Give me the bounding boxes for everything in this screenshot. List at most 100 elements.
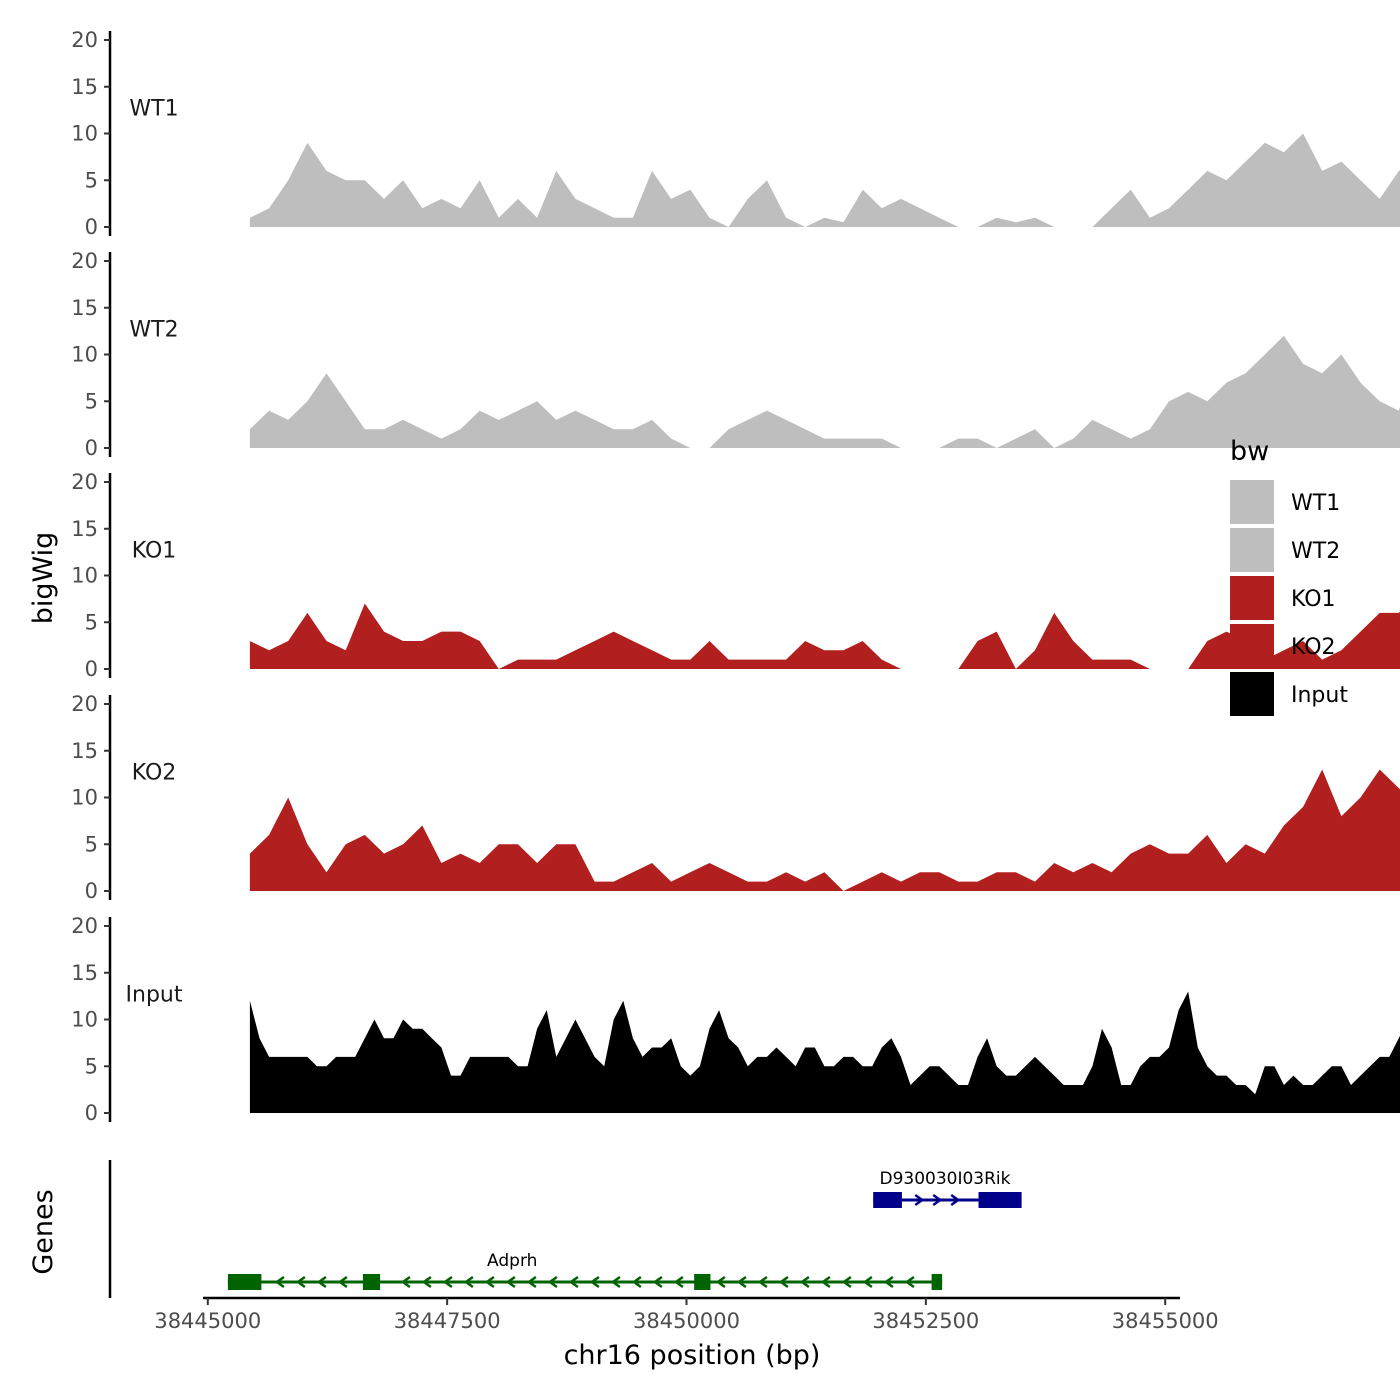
genes-axis-title: Genes: [28, 1189, 59, 1274]
gene-exon: [931, 1274, 943, 1290]
x-tick-label: 38455000: [1112, 1309, 1219, 1333]
track-label: Input: [126, 983, 183, 1008]
strand-arrow-icon: [841, 1275, 852, 1289]
y-tick-label: 10: [71, 122, 98, 146]
strand-arrow-icon: [631, 1275, 642, 1289]
area-wt1: [249, 133, 1400, 227]
y-tick-label: 20: [71, 249, 98, 273]
y-tick-label: 0: [85, 657, 98, 681]
strand-arrow-icon: [421, 1275, 432, 1289]
y-tick-label: 10: [71, 343, 98, 367]
x-tick-label: 38450000: [633, 1309, 740, 1333]
genes-panel: Adprh D930030I03Rik: [108, 1160, 1022, 1298]
strand-arrow-icon: [274, 1275, 285, 1289]
strand-arrow-icon: [652, 1275, 663, 1289]
y-tick-label: 5: [85, 389, 98, 413]
x-axis: 38445000 38447500 38450000 38452500 38455000: [154, 1296, 1219, 1333]
track-panels: 0 5 10 15 20 WT1 0 5 10 15 20 WT2 0 5 10 15 20 KO1 0 5 10 15 2…: [71, 28, 1400, 1125]
strand-arrow-icon: [526, 1275, 537, 1289]
y-tick-label: 0: [85, 436, 98, 460]
track-ko2: 0 5 10 15 20 KO2: [71, 692, 1400, 903]
y-tick-label: 20: [71, 914, 98, 938]
gene-exon: [362, 1274, 381, 1290]
area-ko2: [249, 769, 1400, 891]
strand-arrow-icon: [442, 1275, 453, 1289]
strand-arrow-icon: [484, 1275, 495, 1289]
strand-arrow-icon: [715, 1275, 726, 1289]
track-label: KO2: [132, 761, 177, 786]
y-tick-label: 0: [85, 215, 98, 239]
legend: bw WT1 WT2 KO1 KO2 Input: [1230, 436, 1348, 716]
strand-arrow-icon: [316, 1275, 327, 1289]
legend-swatch: [1230, 528, 1274, 572]
legend-label: KO2: [1291, 635, 1336, 660]
strand-arrow-icon: [505, 1275, 516, 1289]
x-tick-label: 38445000: [154, 1309, 261, 1333]
legend-label: WT2: [1291, 539, 1340, 564]
strand-arrow-icon: [932, 1193, 943, 1207]
x-tick-label: 38447500: [394, 1309, 501, 1333]
gene-label: Adprh: [487, 1251, 537, 1271]
strand-arrow-icon: [914, 1193, 925, 1207]
track-wt1: 0 5 10 15 20 WT1: [71, 28, 1400, 239]
y-tick-label: 5: [85, 168, 98, 192]
strand-arrow-icon: [862, 1275, 873, 1289]
gene-exon: [694, 1274, 711, 1290]
strand-arrow-icon: [463, 1275, 474, 1289]
y-tick-label: 10: [71, 1008, 98, 1032]
y-tick-label: 15: [71, 75, 98, 99]
strand-arrow-icon: [736, 1275, 747, 1289]
y-tick-label: 5: [85, 610, 98, 634]
y-tick-label: 15: [71, 296, 98, 320]
track-label: WT2: [129, 318, 178, 343]
track-input: 0 5 10 15 20 Input: [71, 914, 1400, 1125]
gene-adprh: Adprh: [227, 1251, 943, 1290]
strand-arrow-icon: [400, 1275, 411, 1289]
legend-label: WT1: [1291, 491, 1340, 516]
legend-label: Input: [1291, 683, 1348, 708]
y-tick-label: 0: [85, 1101, 98, 1125]
legend-swatch: [1230, 576, 1274, 620]
y-tick-label: 20: [71, 28, 98, 52]
strand-arrow-icon: [778, 1275, 789, 1289]
strand-arrow-icon: [610, 1275, 621, 1289]
y-tick-label: 0: [85, 879, 98, 903]
strand-arrow-icon: [673, 1275, 684, 1289]
gene-exon: [873, 1192, 902, 1208]
gene-exon: [227, 1274, 262, 1290]
legend-title: bw: [1230, 436, 1269, 467]
y-tick-label: 20: [71, 692, 98, 716]
y-tick-label: 15: [71, 961, 98, 985]
strand-arrow-icon: [950, 1193, 961, 1207]
strand-arrow-icon: [568, 1275, 579, 1289]
strand-arrow-icon: [547, 1275, 558, 1289]
y-tick-label: 10: [71, 786, 98, 810]
area-wt2: [249, 335, 1400, 448]
area-ko1: [249, 603, 1400, 669]
legend-label: KO1: [1291, 587, 1336, 612]
strand-arrow-icon: [295, 1275, 306, 1289]
area-input: [249, 991, 1400, 1113]
y-tick-label: 15: [71, 517, 98, 541]
gene-exon: [978, 1192, 1022, 1208]
legend-swatch: [1230, 480, 1274, 524]
y-axis-title: bigWig: [28, 532, 59, 625]
track-label: WT1: [129, 97, 178, 122]
gene-label: D930030I03Rik: [879, 1169, 1010, 1189]
strand-arrow-icon: [757, 1275, 768, 1289]
track-label: KO1: [132, 539, 177, 564]
gene-d930030i03rik: D930030I03Rik: [873, 1169, 1022, 1208]
y-tick-label: 10: [71, 564, 98, 588]
strand-arrow-icon: [589, 1275, 600, 1289]
strand-arrow-icon: [904, 1275, 915, 1289]
y-tick-label: 5: [85, 1054, 98, 1078]
strand-arrow-icon: [820, 1275, 831, 1289]
strand-arrow-icon: [799, 1275, 810, 1289]
x-axis-title: chr16 position (bp): [564, 1340, 821, 1371]
legend-swatch: [1230, 624, 1274, 668]
track-ko1: 0 5 10 15 20 KO1: [71, 470, 1400, 681]
strand-arrow-icon: [337, 1275, 348, 1289]
y-tick-label: 5: [85, 832, 98, 856]
x-tick-label: 38452500: [872, 1309, 979, 1333]
